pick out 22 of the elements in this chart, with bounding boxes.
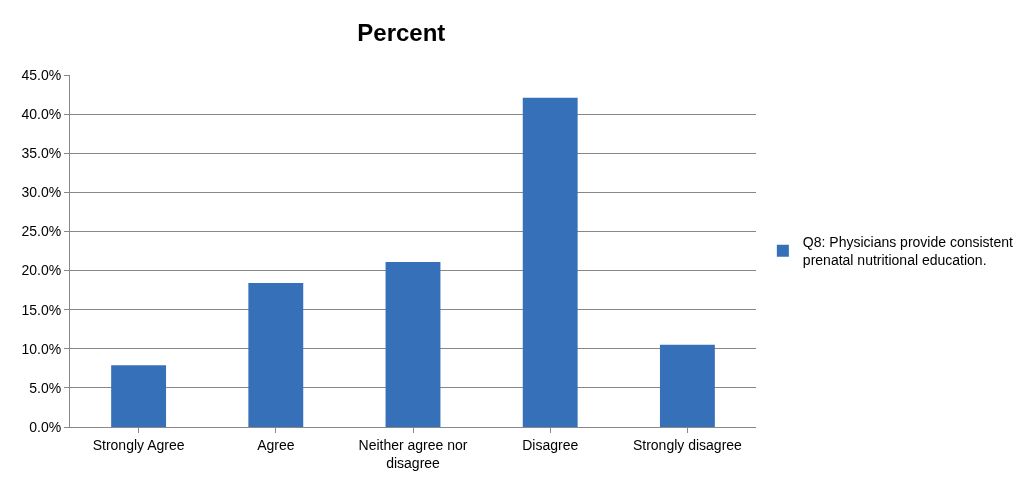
- y-tick-label: 15.0%: [21, 301, 62, 318]
- y-tick-label: 30.0%: [21, 184, 62, 201]
- x-tick-label: Strongly disagree: [632, 436, 743, 453]
- y-tick-label: 5.0%: [29, 379, 62, 396]
- bar: [248, 283, 304, 427]
- bar: [111, 365, 167, 427]
- chart-title: Percent: [357, 19, 446, 47]
- x-tick-label: Strongly Agree: [92, 436, 185, 453]
- y-tick-label: 45.0%: [21, 66, 62, 83]
- y-tick-label: 20.0%: [21, 262, 62, 279]
- y-tick-label: 40.0%: [21, 106, 62, 123]
- bar: [385, 261, 441, 427]
- y-tick-label: 25.0%: [21, 223, 62, 240]
- x-tick-label: Agree: [257, 436, 295, 453]
- x-tick-label: Neither agree nor disagree: [358, 436, 468, 471]
- x-tick-label: Disagree: [522, 436, 579, 453]
- bar: [659, 344, 715, 427]
- bar: [522, 97, 578, 427]
- y-tick-label: 35.0%: [21, 145, 62, 162]
- legend-label: Q8: Physicians provide consistent prenatal nutritional education.: [802, 234, 1014, 269]
- y-tick-label: 0.0%: [29, 418, 62, 435]
- y-tick-label: 10.0%: [21, 340, 62, 357]
